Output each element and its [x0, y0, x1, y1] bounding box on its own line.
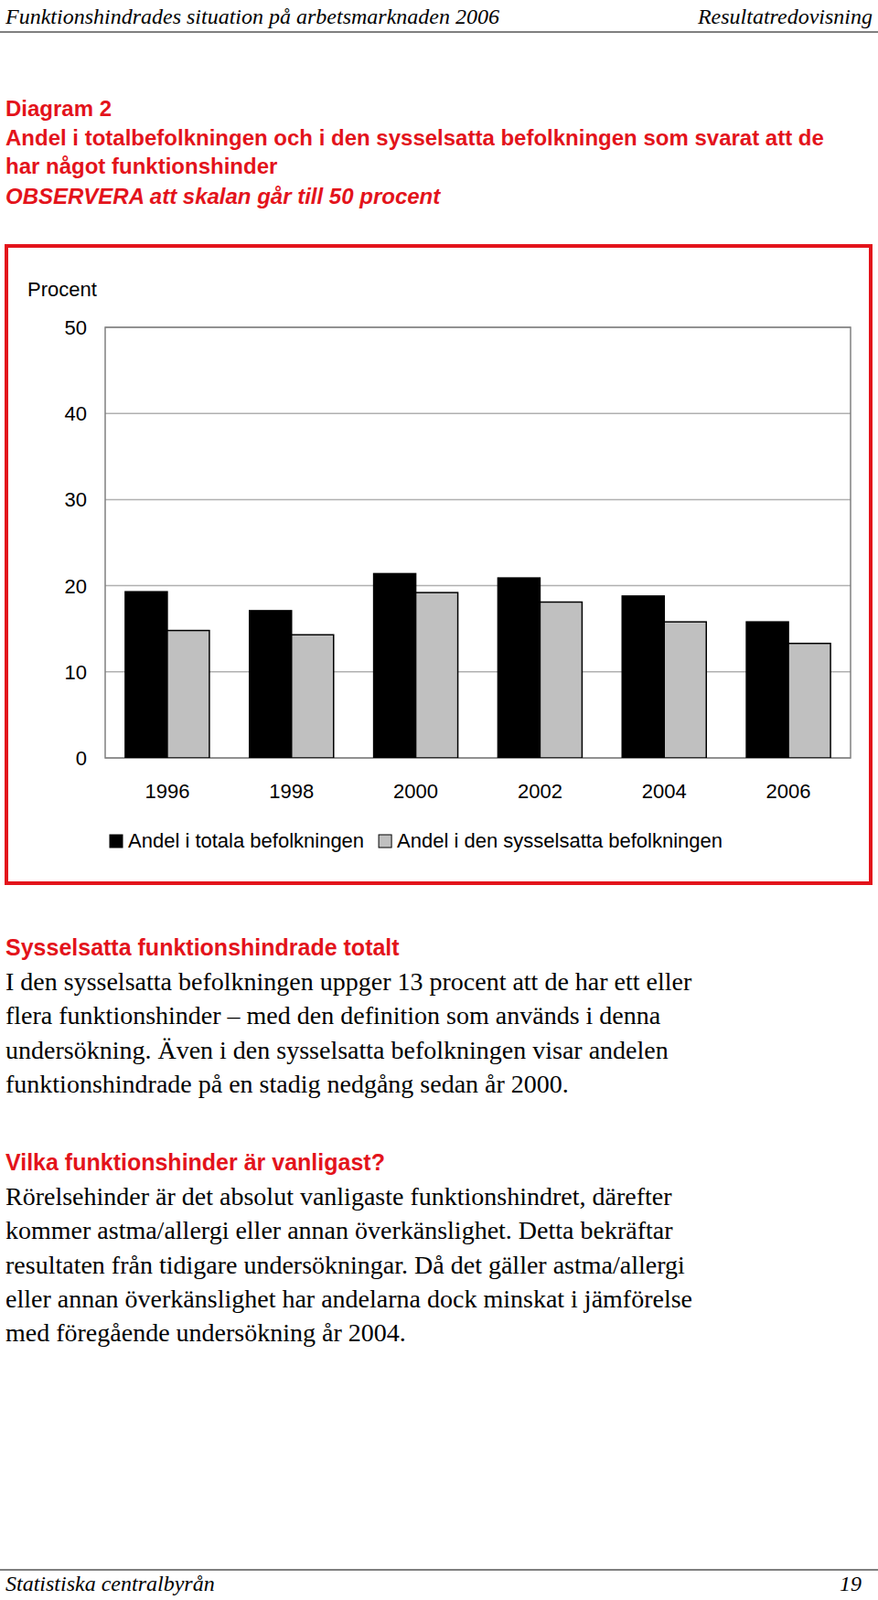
bar — [167, 631, 210, 759]
x-tick-label: 2000 — [393, 780, 439, 804]
bar — [788, 643, 831, 759]
chart-title: har något funktionshinder — [5, 153, 278, 179]
section-heading: Vilka funktionshinder är vanligast? — [5, 1149, 386, 1176]
y-tick-label: 40 — [64, 402, 87, 426]
bar — [249, 610, 292, 759]
y-tick-label: 20 — [64, 575, 87, 599]
bar — [497, 578, 540, 759]
paragraph-line: eller annan överkänslighet har andelarna… — [5, 1284, 693, 1314]
legend-label: Andel i totala befolkningen — [128, 829, 365, 853]
bar — [621, 596, 664, 759]
chart-title: Andel i totalbefolkningen och i den syss… — [5, 125, 825, 150]
plot-frame — [105, 327, 851, 759]
section-heading: Sysselsatta funktionshindrade totalt — [5, 934, 400, 961]
header-section: Resultatredovisning — [696, 4, 873, 29]
x-tick-label: 2006 — [766, 780, 812, 804]
header-title: Funktionshindrades situation på arbetsma… — [4, 4, 500, 29]
bar — [416, 592, 459, 759]
bar — [291, 634, 334, 759]
bar — [663, 621, 707, 759]
bar — [374, 573, 417, 759]
y-tick-label: 0 — [75, 747, 87, 771]
paragraph-line: med föregående undersökning år 2004. — [5, 1318, 407, 1348]
bar — [746, 621, 789, 759]
paragraph-line: resultaten från tidigare undersökningar.… — [5, 1251, 686, 1280]
chart-subtitle: OBSERVERA att skalan går till 50 procent — [5, 183, 441, 209]
paragraph-line: flera funktionshinder – med den definiti… — [5, 1001, 662, 1030]
legend-swatch — [378, 835, 392, 848]
chart-label: Diagram 2 — [5, 96, 112, 121]
x-tick-label: 1996 — [144, 780, 190, 804]
paragraph-line: undersökning. Även i den sysselsatta bef… — [5, 1036, 669, 1065]
x-tick-label: 2004 — [642, 780, 687, 804]
paragraph-line: funktionshindrade på en stadig nedgång s… — [5, 1070, 569, 1099]
grid-line — [105, 499, 851, 502]
chart-frame — [6, 246, 871, 884]
x-tick-label: 1998 — [268, 780, 314, 804]
x-tick-label: 2002 — [517, 780, 563, 804]
grid-line — [105, 412, 851, 415]
paragraph-line: Rörelsehinder är det absolut vanligaste … — [5, 1182, 673, 1211]
paragraph-line: I den sysselsatta befolkningen uppger 13… — [5, 967, 693, 996]
bar — [539, 601, 582, 759]
legend-swatch — [109, 835, 123, 848]
y-tick-label: 30 — [64, 488, 87, 512]
paragraph-line: kommer astma/allergi eller annan överkän… — [5, 1216, 674, 1245]
y-tick-label: 10 — [64, 661, 87, 685]
footer-publisher: Statistiska centralbyrån — [5, 1572, 215, 1596]
footer-rule — [0, 1570, 878, 1572]
header-rule — [0, 32, 878, 33]
page-number: 19 — [839, 1572, 862, 1596]
legend-label: Andel i den sysselsatta befolkningen — [396, 829, 723, 853]
grid-line — [105, 585, 851, 588]
bars — [125, 573, 831, 759]
grid-line — [105, 671, 851, 674]
y-tick-label: 50 — [64, 316, 87, 340]
page: Funktionshindrades situation på arbetsma… — [0, 0, 878, 1600]
bar — [125, 591, 168, 759]
y-axis-label: Procent — [27, 278, 97, 301]
